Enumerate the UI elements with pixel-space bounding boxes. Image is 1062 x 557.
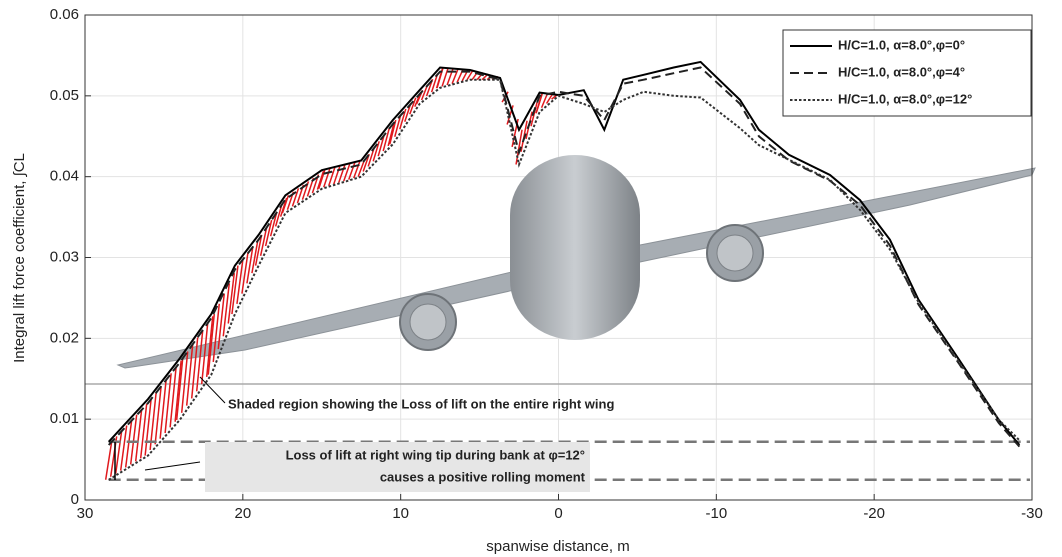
x-tick-label: -20 [863, 505, 885, 522]
x-tick-label: 30 [77, 505, 94, 522]
loss-hatch [382, 128, 390, 152]
loss-hatch [174, 360, 182, 422]
loss-hatch [357, 160, 365, 177]
loss-hatch [190, 337, 199, 399]
loss-hatch [134, 409, 143, 462]
x-axis-label: spanwise distance, m [486, 538, 629, 555]
loss-hatch [169, 366, 177, 428]
y-tick-label: 0 [71, 491, 79, 508]
engine-left-inner [409, 303, 447, 341]
loss-hatch [545, 93, 554, 104]
y-axis-label: Integral lift force coefficient, ∫CL [11, 153, 28, 363]
x-tick-label: -30 [1021, 505, 1043, 522]
y-tick-label: 0.06 [50, 6, 79, 23]
loss-hatch [251, 239, 259, 274]
loss-hatch [409, 97, 417, 115]
airplane-illustration [85, 155, 1036, 385]
annotation-arrow [144, 461, 201, 471]
x-tick-label: 10 [392, 505, 409, 522]
annotation: causes a positive rolling moment [380, 469, 586, 484]
loss-hatch [180, 351, 189, 413]
loss-hatch [139, 403, 148, 459]
loss-hatch [328, 167, 336, 186]
annotation-arrow [199, 376, 226, 404]
loss-hatch [119, 425, 128, 471]
loss-hatch [129, 414, 138, 465]
loss-hatch [387, 121, 395, 147]
loss-hatch [264, 219, 273, 247]
loss-hatch [246, 246, 254, 284]
loss-hatch [466, 69, 474, 81]
x-tick-label: 20 [234, 505, 251, 522]
loss-hatch [291, 188, 300, 207]
loss-hatch [530, 102, 538, 127]
loss-hatch [254, 234, 263, 266]
loss-hatch [144, 398, 152, 456]
engine-right-inner [716, 234, 754, 272]
loss-hatch [515, 129, 523, 165]
loss-hatch [372, 141, 380, 162]
loss-hatch [185, 344, 194, 406]
legend-label: H/C=1.0, α=8.0°,φ=0° [838, 37, 965, 52]
loss-hatch [217, 293, 226, 350]
annotation-box [205, 442, 590, 492]
loss-hatch [205, 316, 214, 378]
loss-hatch [399, 108, 407, 130]
loss-hatch [164, 373, 172, 434]
loss-hatch [259, 227, 268, 256]
loss-hatch [149, 392, 157, 450]
loss-hatch [231, 265, 239, 315]
y-tick-label: 0.05 [50, 87, 79, 104]
loss-hatch [394, 114, 402, 137]
loss-hatch [540, 92, 549, 109]
fuselage [510, 155, 640, 340]
annotation: Loss of lift at right wing tip during ba… [286, 447, 585, 462]
loss-hatch [212, 303, 221, 362]
loss-hatch [222, 283, 231, 337]
loss-hatch [274, 205, 283, 227]
loss-hatch [441, 67, 449, 87]
x-tick-label: -10 [705, 505, 727, 522]
loss-hatch [269, 212, 278, 237]
loss-hatch [154, 386, 162, 445]
loss-hatch [316, 170, 325, 190]
loss-hatch [389, 119, 397, 145]
loss-hatch [175, 358, 184, 421]
y-tick-label: 0.03 [50, 248, 79, 265]
axes-frame [84, 14, 1033, 501]
annotation: Shaded region showing the Loss of lift o… [228, 396, 614, 411]
legend-label: H/C=1.0, α=8.0°,φ=4° [838, 64, 965, 79]
loss-hatch [451, 68, 459, 84]
loss-hatch [236, 258, 244, 304]
series-line [108, 78, 1021, 481]
x-tick-label: 0 [554, 505, 562, 522]
legend: H/C=1.0, α=8.0°,φ=0° H/C=1.0, α=8.0°,φ=4°… [782, 29, 1032, 117]
loss-hatch [207, 314, 216, 375]
loss-hatch [124, 419, 133, 468]
loss-hatch [227, 273, 236, 324]
loss-hatch [377, 134, 385, 157]
legend-label: H/C=1.0, α=8.0°,φ=12° [838, 91, 972, 106]
y-tick-label: 0.04 [50, 168, 79, 185]
series-line [107, 66, 1021, 448]
loss-hatch [114, 430, 123, 474]
loss-hatch [241, 252, 249, 294]
loss-hatch [159, 379, 167, 439]
loss-hatch [200, 323, 209, 385]
loss-hatch [195, 330, 204, 392]
y-tick-label: 0.01 [50, 410, 79, 427]
loss-hatch [104, 441, 113, 480]
loss-hatch [281, 195, 290, 214]
y-tick-label: 0.02 [50, 329, 79, 346]
loss-hatch [343, 163, 351, 182]
loss-hatch [367, 147, 375, 167]
loss-hatch [535, 92, 544, 113]
